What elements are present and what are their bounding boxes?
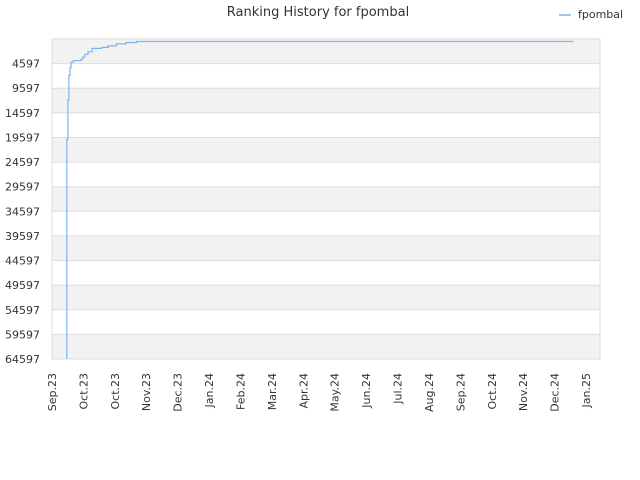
x-tick-label: Apr.24 [297, 373, 310, 409]
y-tick-label: 34597 [5, 205, 40, 218]
y-tick-label: 29597 [5, 181, 40, 194]
plot-band [52, 88, 600, 113]
x-tick-label: May.24 [329, 373, 342, 412]
legend[interactable]: fpombal [559, 8, 623, 21]
x-tick-label: Oct.23 [109, 373, 122, 410]
x-tick-label: Oct.24 [486, 373, 499, 410]
y-tick-label: 19597 [5, 131, 40, 144]
x-tick-label: Dec.24 [549, 373, 562, 412]
y-tick-label: 14597 [5, 107, 40, 120]
chart-title: Ranking History for fpombal [227, 5, 409, 20]
plot-band [52, 285, 600, 310]
y-tick-label: 39597 [5, 230, 40, 243]
plot-border [51, 38, 601, 360]
x-tick-label: Dec.23 [172, 373, 185, 412]
y-tick-label: 9597 [12, 82, 40, 95]
x-tick-label: Sep.23 [46, 373, 59, 411]
x-tick-label: Feb.24 [234, 373, 247, 410]
y-tick-label: 54597 [5, 304, 40, 317]
x-tick-label: Jan.25 [580, 373, 593, 408]
series-line-fpombal [66, 40, 574, 359]
x-tick-label: Jan.24 [203, 373, 216, 408]
x-axis-tick-labels: Sep.23 Oct.23 Oct.23 Nov.23 Dec.23 Jan.24 Feb.… [46, 373, 593, 412]
y-tick-label: 64597 [5, 353, 40, 366]
grid-lines [52, 63, 600, 360]
x-tick-label: Sep.24 [454, 373, 467, 411]
plot-band [52, 235, 600, 261]
plot-band [52, 39, 600, 64]
plot-bands [52, 39, 600, 359]
plot-band [52, 186, 600, 212]
y-tick-label: 49597 [5, 279, 40, 292]
x-tick-label: Jun.24 [360, 373, 373, 409]
x-tick-label: Nov.24 [517, 373, 530, 411]
y-tick-label: 59597 [5, 328, 40, 341]
y-tick-label: 4597 [12, 58, 40, 71]
y-tick-label: 44597 [5, 255, 40, 268]
x-tick-label: Mar.24 [266, 373, 279, 410]
y-axis-tick-labels: 4597 9597 14597 19597 24597 29597 34597 39597 44… [5, 58, 40, 366]
y-tick-label: 24597 [5, 156, 40, 169]
plot-band [52, 334, 600, 359]
x-tick-label: Nov.23 [140, 373, 153, 411]
x-tick-label: Oct.23 [77, 373, 90, 410]
legend-label-fpombal[interactable]: fpombal [578, 8, 623, 21]
plot-band [52, 137, 600, 163]
x-tick-label: Jul.24 [392, 373, 405, 405]
x-tick-label: Aug.24 [423, 373, 436, 412]
